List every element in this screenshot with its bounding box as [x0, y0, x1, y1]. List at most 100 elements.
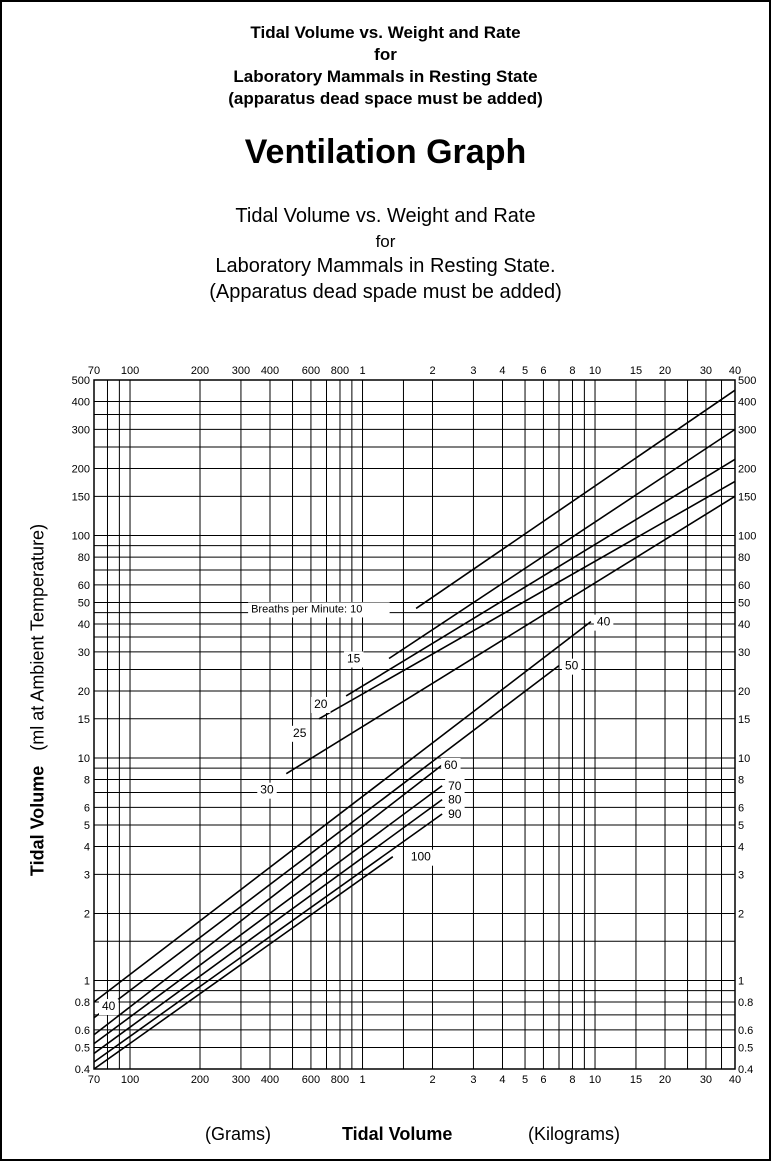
x-tick-label-top: 10: [589, 365, 601, 377]
x-tick-label-bottom: 3: [470, 1074, 476, 1086]
header-line-4: (apparatus dead space must be added): [228, 89, 543, 108]
annotation-bg: [248, 602, 390, 618]
y-tick-label-right: 6: [738, 802, 744, 814]
series-line: [388, 428, 736, 660]
y-tick-label-right: 60: [738, 580, 750, 592]
series-annotation: 25: [293, 726, 307, 740]
x-tick-label-top: 2: [429, 365, 435, 377]
series-annotation: 50: [565, 659, 579, 673]
header-line-1: Tidal Volume vs. Weight and Rate: [250, 23, 521, 42]
x-tick-label-bottom: 70: [88, 1074, 100, 1086]
series-line: [93, 621, 592, 1003]
series-line: [93, 785, 443, 1045]
y-tick-label-right: 500: [738, 375, 756, 387]
x-tick-label-top: 6: [540, 365, 546, 377]
y-tick-label-right: 50: [738, 597, 750, 609]
x-tick-label-top: 600: [302, 365, 320, 377]
y-tick-label-left: 5: [84, 820, 90, 832]
chart-labels: 7070100100200200300300400400600600800800…: [72, 365, 757, 1086]
x-tick-label-top: 3: [470, 365, 476, 377]
header-line-2: for: [374, 45, 397, 64]
annotation-bg: [441, 757, 461, 774]
y-tick-label-left: 100: [72, 531, 90, 543]
x-tick-label-top: 400: [261, 365, 279, 377]
y-tick-label-left: 4: [84, 842, 90, 854]
x-axis-label-kilograms: (Kilograms): [528, 1124, 621, 1144]
annotation-bg: [257, 782, 277, 799]
y-tick-label-left: 400: [72, 397, 90, 409]
chart-grid: [93, 379, 736, 1070]
subtitle-line-4: (Apparatus dead spade must be added): [209, 281, 562, 303]
x-tick-label-top: 70: [88, 365, 100, 377]
y-tick-label-left: 0.6: [75, 1025, 90, 1037]
x-tick-label-top: 8: [569, 365, 575, 377]
annotation-bg: [99, 999, 119, 1016]
y-tick-label-right: 3: [738, 869, 744, 881]
y-tick-label-right: 20: [738, 686, 750, 698]
y-tick-label-left: 150: [72, 491, 90, 503]
x-tick-label-bottom: 100: [121, 1074, 139, 1086]
y-tick-label-right: 0.4: [738, 1064, 753, 1076]
series-annotation: 15: [347, 652, 361, 666]
x-tick-label-bottom: 800: [331, 1074, 349, 1086]
y-tick-label-left: 1: [84, 975, 90, 987]
annotation-bg: [311, 696, 331, 713]
y-tick-label-left: 15: [78, 714, 90, 726]
y-tick-label-left: 0.5: [75, 1042, 90, 1054]
y-tick-label-right: 8: [738, 775, 744, 787]
x-tick-label-top: 5: [522, 365, 528, 377]
x-tick-label-top: 800: [331, 365, 349, 377]
series-annotation: 100: [411, 850, 431, 864]
y-axis-label: Tidal Volume (ml at Ambient Temperature): [28, 524, 49, 876]
y-tick-label-left: 2: [84, 908, 90, 920]
annotation-bg: [290, 725, 310, 742]
y-axis-label-unit: (ml at Ambient Temperature): [27, 523, 48, 751]
y-axis-label-bold: Tidal Volume: [27, 765, 48, 877]
x-tick-label-top: 300: [232, 365, 250, 377]
y-tick-label-right: 80: [738, 552, 750, 564]
y-tick-label-left: 80: [78, 552, 90, 564]
x-tick-label-bottom: 1: [359, 1074, 365, 1086]
series-line: [285, 495, 736, 775]
series-line: [93, 665, 560, 1019]
y-tick-label-right: 200: [738, 464, 756, 476]
series-annotation: 60: [444, 758, 458, 772]
y-tick-label-right: 100: [738, 531, 756, 543]
series-annotation: 80: [448, 793, 462, 807]
series-line: [93, 798, 443, 1055]
y-tick-label-right: 40: [738, 619, 750, 631]
y-tick-label-right: 30: [738, 647, 750, 659]
plot-border: [93, 379, 736, 1070]
series-line: [415, 389, 736, 610]
x-tick-label-bottom: 15: [630, 1074, 642, 1086]
x-tick-label-bottom: 400: [261, 1074, 279, 1086]
y-tick-label-left: 20: [78, 686, 90, 698]
y-tick-label-left: 500: [72, 375, 90, 387]
y-tick-label-right: 150: [738, 491, 756, 503]
x-tick-label-bottom: 300: [232, 1074, 250, 1086]
y-tick-label-left: 30: [78, 647, 90, 659]
series-annotation: 90: [448, 807, 462, 821]
y-tick-label-right: 0.5: [738, 1042, 753, 1054]
y-tick-label-right: 0.6: [738, 1025, 753, 1037]
annotation-bg: [407, 849, 434, 866]
y-tick-label-left: 3: [84, 869, 90, 881]
x-tick-label-top: 100: [121, 365, 139, 377]
subtitle-line-1: Tidal Volume vs. Weight and Rate: [235, 205, 536, 227]
series-annotation: 40: [102, 999, 116, 1013]
y-tick-label-left: 200: [72, 464, 90, 476]
y-tick-label-left: 10: [78, 753, 90, 765]
y-tick-label-left: 0.8: [75, 997, 90, 1009]
x-axis-label-grams: (Grams): [205, 1124, 271, 1144]
x-tick-label-bottom: 20: [659, 1074, 671, 1086]
series-annotation: 40: [597, 615, 611, 629]
x-tick-label-top: 200: [191, 365, 209, 377]
y-tick-label-right: 400: [738, 397, 756, 409]
annotation-bg: [593, 614, 614, 631]
x-tick-label-top: 4: [499, 365, 505, 377]
series-annotation: 20: [314, 697, 328, 711]
x-tick-label-bottom: 200: [191, 1074, 209, 1086]
x-tick-label-top: 1: [359, 365, 365, 377]
x-tick-label-bottom: 10: [589, 1074, 601, 1086]
